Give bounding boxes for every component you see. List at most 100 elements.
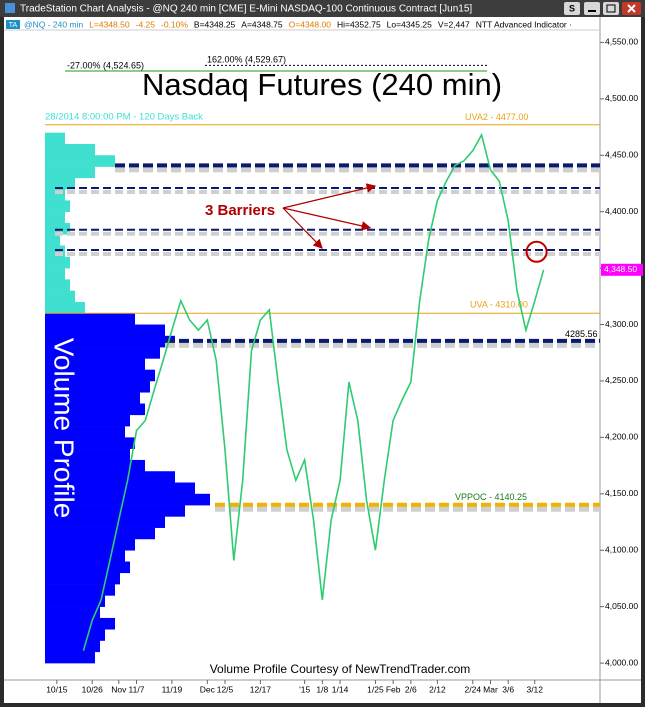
last-price-box (601, 263, 643, 276)
quote-item: O=4348.00 (289, 19, 332, 29)
x-tick-label: 2/24 (465, 684, 482, 694)
y-tick-label: 4,250.00 (605, 375, 638, 385)
x-tick-label: 10/26 (82, 684, 104, 694)
x-tick-label: 1/14 (332, 684, 349, 694)
button-s-label[interactable]: S (569, 3, 575, 13)
profile-bar (45, 459, 145, 472)
quote-item: @NQ - 240 min (24, 19, 83, 29)
profile-bar (45, 324, 165, 337)
profile-bar (45, 358, 145, 370)
profile-bar (45, 189, 65, 201)
x-tick-label: Mar (483, 684, 498, 694)
quote-item: Lo=4345.25 (387, 19, 432, 29)
profile-bar (45, 177, 75, 190)
level-label: UVA - 4310.00 (470, 300, 528, 310)
profile-bar (45, 256, 70, 269)
profile-bar (45, 200, 70, 212)
profile-bar (45, 471, 175, 483)
x-tick-label: 10/15 (46, 684, 68, 694)
profile-bar (45, 606, 100, 619)
profile-bar (45, 538, 135, 551)
x-tick-label: 1/25 (367, 684, 384, 694)
profile-bar (45, 561, 130, 574)
level-label: 162.00% (4,529.67) (207, 55, 286, 65)
y-tick-label: 4,300.00 (605, 319, 638, 329)
x-tick-label: Dec (200, 684, 216, 694)
y-tick-label: 4,500.00 (605, 93, 638, 103)
annotation: 3 Barriers (205, 202, 275, 219)
profile-bar (45, 143, 95, 156)
x-tick-label: Nov (111, 684, 127, 694)
profile-bar (45, 617, 115, 630)
profile-bar (45, 392, 140, 404)
profile-bar (45, 301, 85, 314)
level-label: VPPOC - 4140.25 (455, 492, 527, 502)
profile-bar (45, 155, 115, 167)
profile-bar (45, 516, 165, 528)
profile-bar (45, 482, 195, 495)
button-s[interactable] (564, 2, 580, 15)
profile-label: Volume Profile (49, 338, 80, 519)
profile-bar (45, 234, 60, 246)
profile-bar (45, 584, 115, 596)
last-price-label: 4,348.50 (604, 264, 637, 274)
quote-item: Hi=4352.75 (337, 19, 381, 29)
x-tick-label: 3/12 (526, 684, 543, 694)
profile-bar (45, 335, 175, 348)
app-icon (5, 3, 15, 13)
y-tick-label: 4,450.00 (605, 150, 638, 160)
x-tick-label: 2/6 (405, 684, 417, 694)
profile-bar (45, 414, 130, 427)
maximize-button[interactable] (603, 2, 619, 15)
quote-item: -4.25 (136, 19, 156, 29)
profile-bar (45, 268, 65, 280)
profile-bar (45, 505, 185, 517)
arrow (282, 207, 323, 249)
quote-item: -0.10% (161, 19, 188, 29)
profile-bar (45, 313, 135, 325)
badge-label: TA (9, 22, 18, 29)
profile-bar (45, 448, 130, 461)
x-tick-label: 12/17 (250, 684, 272, 694)
y-tick-label: 4,550.00 (605, 37, 638, 47)
y-tick-label: 4,400.00 (605, 206, 638, 216)
highlight-circle (525, 240, 548, 263)
x-tick-label: 11/7 (129, 684, 145, 694)
title-bar (0, 0, 645, 17)
y-tick-label: 4,000.00 (605, 657, 638, 667)
y-tick-label: 4,150.00 (605, 488, 638, 498)
close-icon (627, 4, 636, 13)
profile-bar (45, 347, 160, 359)
profile-bar (45, 629, 105, 641)
quote-item: L=4348.50 (89, 19, 130, 29)
x-tick-label: 2/12 (429, 684, 446, 694)
profile-bar (45, 550, 125, 562)
profile-bar (45, 166, 95, 179)
level-label: -27.00% (4,524.65) (67, 60, 144, 70)
y-tick-label: 4,200.00 (605, 432, 638, 442)
profile-bar (45, 279, 70, 291)
profile-bar (45, 640, 100, 653)
arrow (282, 183, 377, 209)
level-label: 4285.56 (565, 329, 598, 339)
quote-item: NTT Advanced Indicator · (476, 19, 572, 29)
profile-bar (45, 595, 105, 607)
window-title: TradeStation Chart Analysis - @NQ 240 mi… (20, 4, 472, 15)
x-tick-label: 3/6 (502, 684, 514, 694)
maximize-icon (606, 4, 616, 13)
profile-bar (45, 493, 210, 506)
quote-item: B=4348.25 (194, 19, 236, 29)
minimize-button[interactable] (584, 2, 600, 15)
profile-bar (45, 437, 135, 449)
profile-bar (45, 290, 75, 303)
x-tick-label: 12/5 (217, 684, 234, 694)
y-tick-label: 4,050.00 (605, 601, 638, 611)
profile-bar (45, 380, 150, 393)
x-tick-label: Feb (386, 684, 401, 694)
quote-item: A=4348.75 (241, 19, 283, 29)
profile-bar (45, 403, 145, 416)
credit: Volume Profile Courtesy of NewTrendTrade… (210, 662, 471, 676)
profile-bar (45, 527, 155, 540)
